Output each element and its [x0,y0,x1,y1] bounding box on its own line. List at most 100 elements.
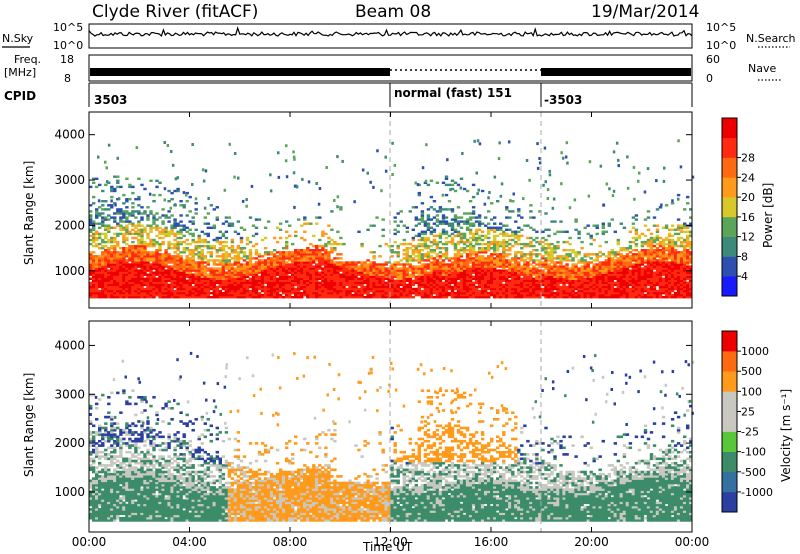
data-cell [324,272,327,274]
data-cell [246,276,249,278]
data-cell [119,208,122,210]
data-cell [599,296,602,298]
data-cell [394,276,397,278]
data-cell [445,272,448,274]
data-cell [574,286,577,288]
data-cell [107,251,110,253]
data-cell [496,269,499,271]
data-cell [201,241,204,243]
data-cell [170,243,173,245]
data-cell [496,272,499,274]
data-cell [303,239,306,241]
data-cell [125,261,128,263]
radar-figure: Clyde River (fitACF) Beam 08 19/Mar/2014… [0,0,800,554]
data-cell [568,267,571,269]
data-cell [342,265,345,267]
data-cell [300,261,303,263]
data-cell [198,265,201,267]
data-cell [391,286,394,288]
data-cell [291,296,294,298]
data-cell [231,282,234,284]
data-cell [164,282,167,284]
data-cell [451,296,454,298]
data-cell [164,265,167,267]
data-cell [255,233,258,235]
data-cell [460,290,463,292]
data-cell [137,198,140,200]
data-cell [433,216,436,218]
data-cell [300,265,303,267]
data-cell [451,218,454,220]
data-cell [315,223,318,225]
noise-tick-right-top: 10^5 [706,21,736,34]
data-cell [412,229,415,231]
data-cell [122,276,125,278]
data-cell [611,282,614,284]
data-cell [137,212,140,214]
data-cell [397,286,400,288]
data-cell [143,278,146,280]
data-cell [508,216,511,218]
data-cell [593,263,596,265]
data-cell [225,245,228,247]
data-cell [526,296,529,298]
data-cell [472,233,475,235]
data-cell [303,216,306,218]
data-cell [143,265,146,267]
data-cell [532,245,535,247]
data-cell [611,296,614,298]
data-cell [336,272,339,274]
data-cell [475,257,478,259]
data-cell [152,239,155,241]
data-cell [469,251,472,253]
data-cell [161,220,164,222]
data-cell [261,272,264,274]
data-cell [406,251,409,253]
data-cell [424,259,427,261]
beam-label: Beam 08 [355,2,431,22]
data-cell [466,249,469,251]
data-cell [475,233,478,235]
data-cell [204,216,207,218]
data-cell [623,257,626,259]
data-cell [529,257,532,259]
data-cell [412,288,415,290]
data-cell [324,243,327,245]
data-cell [562,272,565,274]
data-cell [300,296,303,298]
data-cell [556,245,559,247]
data-cell [457,257,460,259]
data-cell [478,290,481,292]
data-cell [412,290,415,292]
data-cell [216,206,219,208]
data-cell [529,210,532,212]
data-cell [635,276,638,278]
data-cell [394,282,397,284]
data-cell [173,296,176,298]
data-cell [553,261,556,263]
data-cell [137,286,140,288]
data-cell [351,294,354,296]
data-cell [173,265,176,267]
data-cell [511,265,514,267]
data-cell [101,223,104,225]
data-cell [550,272,553,274]
data-cell [463,296,466,298]
data-cell [590,267,593,269]
data-cell [101,251,104,253]
data-cell [505,261,508,263]
data-cell [421,265,424,267]
data-cell [110,241,113,243]
data-cell [602,223,605,225]
data-cell [279,282,282,284]
data-cell [490,261,493,263]
data-cell [372,251,375,253]
data-cell [312,261,315,263]
data-cell [246,296,249,298]
data-cell [324,251,327,253]
data-cell [176,272,179,274]
data-cell [499,261,502,263]
data-cell [345,296,348,298]
data-cell [478,247,481,249]
data-cell [457,241,460,243]
